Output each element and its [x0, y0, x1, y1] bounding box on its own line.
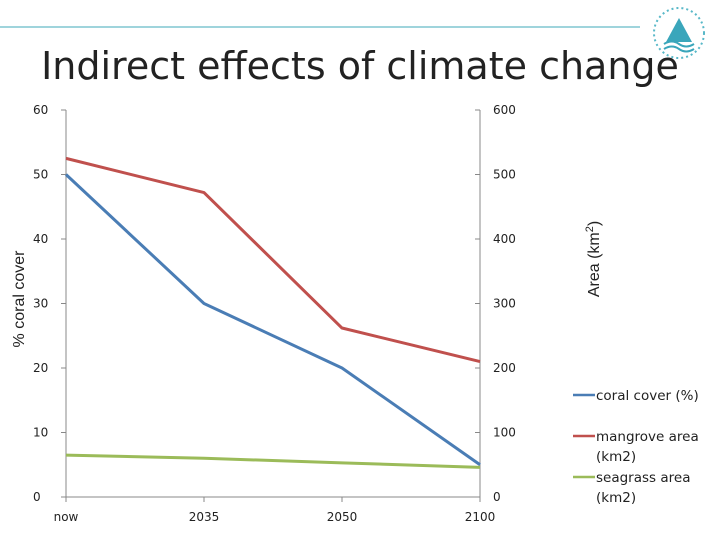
x-tick-label: 2035: [189, 510, 220, 524]
left-tick-label: 20: [33, 361, 48, 375]
legend-label-mangrove-2: (km2): [596, 449, 636, 465]
legend-label-seagrass-2: (km2): [596, 490, 636, 506]
left-tick-label: 30: [33, 297, 48, 311]
x-tick-label: 2050: [327, 510, 358, 524]
right-axis-title-end: ): [586, 221, 603, 226]
right-axis-title-main: Area (km: [586, 232, 603, 297]
series-line-seagrass: [65, 453, 481, 469]
x-tick-label: 2100: [465, 510, 496, 524]
x-tick-label: now: [54, 510, 79, 524]
right-axis-title: Area (km2): [584, 221, 603, 297]
legend-label-mangrove-1: mangrove area: [596, 429, 699, 445]
page-title: Indirect effects of climate change: [41, 44, 679, 88]
right-tick-label: 600: [493, 103, 516, 117]
series-line-coral: [64, 173, 481, 466]
series-group: [64, 156, 481, 469]
series-line-mangrove: [65, 156, 481, 364]
right-tick-label: 400: [493, 232, 516, 246]
header-rule: [0, 26, 640, 28]
left-axis-title: % coral cover: [11, 250, 28, 348]
left-tick-label: 50: [33, 168, 48, 182]
left-tick-label: 40: [33, 232, 48, 246]
left-tick-label: 60: [33, 103, 48, 117]
legend-label-seagrass-1: seagrass area: [596, 470, 690, 486]
right-tick-label: 100: [493, 426, 516, 440]
right-tick-label: 0: [493, 490, 501, 504]
chart-axes: [65, 110, 481, 498]
right-axis-title-sup: 2: [584, 226, 596, 232]
wave-triangle-logo-icon: [653, 7, 705, 59]
left-tick-label: 0: [33, 490, 41, 504]
right-tick-label: 200: [493, 361, 516, 375]
legend-label-coral: coral cover (%): [596, 388, 699, 404]
left-tick-label: 10: [33, 426, 48, 440]
right-tick-label: 300: [493, 297, 516, 311]
right-tick-label: 500: [493, 168, 516, 182]
chart-legend: coral cover (%) mangrove area (km2) seag…: [573, 388, 699, 506]
